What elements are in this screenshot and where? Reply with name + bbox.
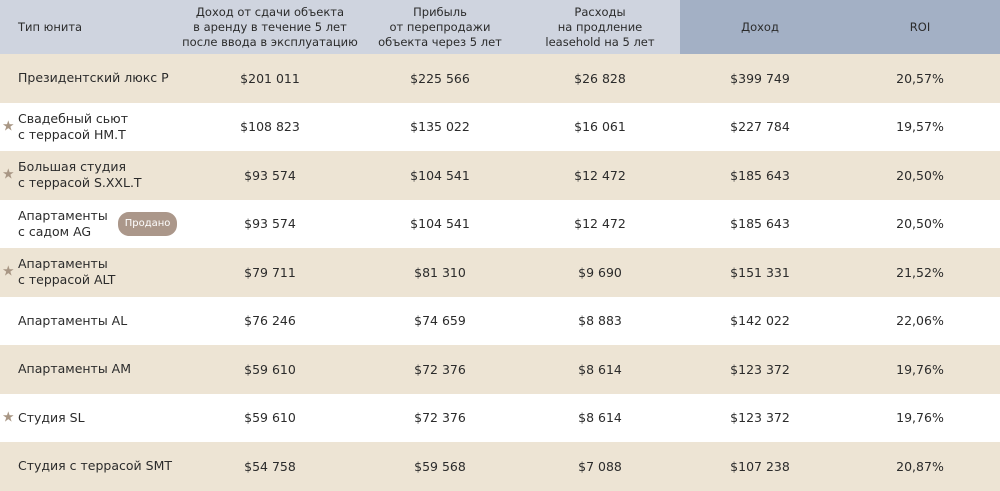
income-cell: $399 749 (730, 70, 790, 86)
unit-name: Апартаменты с садом AG (18, 207, 108, 239)
leasehold-cost-cell: $8 614 (578, 410, 622, 426)
rent-income-cell: $59 610 (244, 361, 296, 377)
table-row: Апартаменты с садом AG Продано $93 574 $104… (0, 199, 1000, 249)
rent-income-cell: $79 711 (244, 264, 296, 280)
unit-type-cell: ★ Апартаменты с террасой ALT (0, 248, 180, 297)
leasehold-cost-cell: $7 088 (578, 458, 622, 474)
leasehold-cost-cell: $9 690 (578, 264, 622, 280)
table-row: ★ Студия SL $59 610 $72 376 $8 614 $123 372 19… (0, 393, 1000, 443)
unit-type-cell: Президентский люкс P (0, 54, 180, 103)
unit-name: Студия с террасой SMT (18, 458, 172, 474)
leasehold-cost-cell: $8 883 (578, 313, 622, 329)
roi-cell: 20,57% (896, 70, 944, 86)
header-leasehold-cost: Расходы на продление leasehold на 5 лет (545, 4, 655, 49)
income-cell: $123 372 (730, 361, 790, 377)
leasehold-cost-cell: $12 472 (574, 216, 626, 232)
table-row: Президентский люкс P $201 011 $225 566 $26 … (0, 54, 1000, 103)
unit-name: Большая студия с террасой S.XXL.T (18, 159, 142, 191)
rent-income-cell: $93 574 (244, 167, 296, 183)
income-cell: $142 022 (730, 313, 790, 329)
header-unit-type: Тип юнита (18, 19, 83, 34)
roi-cell: 20,50% (896, 167, 944, 183)
unit-type-cell: ★ Студия SL (0, 394, 180, 443)
header-income: Доход (680, 0, 840, 54)
unit-name: Апартаменты AM (18, 361, 132, 377)
header-rent-income: Доход от сдачи объекта в аренду в течени… (182, 4, 358, 49)
leasehold-cost-cell: $12 472 (574, 167, 626, 183)
income-cell: $151 331 (730, 264, 790, 280)
leasehold-cost-cell: $26 828 (574, 70, 626, 86)
unit-type-cell: ★ Большая студия с террасой S.XXL.T (0, 151, 180, 200)
star-icon: ★ (2, 118, 15, 135)
rent-income-cell: $201 011 (240, 70, 300, 86)
unit-type-cell: Апартаменты AM (0, 345, 180, 394)
resale-profit-cell: $72 376 (414, 361, 466, 377)
star-icon: ★ (2, 263, 15, 280)
star-icon: ★ (2, 166, 15, 183)
header-roi: ROI (840, 0, 1000, 54)
resale-profit-cell: $59 568 (414, 458, 466, 474)
roi-cell: 19,76% (896, 361, 944, 377)
star-icon: ★ (2, 409, 15, 426)
leasehold-cost-cell: $8 614 (578, 361, 622, 377)
rent-income-cell: $108 823 (240, 119, 300, 135)
roi-cell: 20,87% (896, 458, 944, 474)
table-row: ★ Большая студия с террасой S.XXL.T $93 57… (0, 151, 1000, 200)
unit-type-cell: Студия с террасой SMT (0, 442, 180, 491)
income-cell: $107 238 (730, 458, 790, 474)
unit-name: Президентский люкс P (18, 70, 169, 86)
roi-cell: 21,52% (896, 264, 944, 280)
roi-cell: 22,06% (896, 313, 944, 329)
table-row: ★ Свадебный сьют с террасой HM.T $108 823 $… (0, 102, 1000, 152)
header-resale-profit: Прибыль от перепродажи объекта через 5 л… (378, 4, 502, 49)
resale-profit-cell: $104 541 (410, 216, 470, 232)
table-body: Президентский люкс P $201 011 $225 566 $26 … (0, 54, 1000, 491)
roi-cell: 19,57% (896, 119, 944, 135)
table-row: Студия с террасой SMT $54 758 $59 568 $7 08… (0, 442, 1000, 491)
resale-profit-cell: $104 541 (410, 167, 470, 183)
unit-name: Свадебный сьют с террасой HM.T (18, 110, 128, 142)
rent-income-cell: $54 758 (244, 458, 296, 474)
table-row: Апартаменты AL $76 246 $74 659 $8 883 $142 0… (0, 296, 1000, 346)
rent-income-cell: $93 574 (244, 216, 296, 232)
sold-badge: Продано (117, 211, 178, 236)
roi-cell: 20,50% (896, 216, 944, 232)
unit-type-cell: Апартаменты AL (0, 297, 180, 346)
unit-name: Студия SL (18, 409, 85, 425)
leasehold-cost-cell: $16 061 (574, 119, 626, 135)
table-header: Тип юнита Доход от сдачи объекта в аренд… (0, 0, 1000, 54)
rent-income-cell: $59 610 (244, 410, 296, 426)
resale-profit-cell: $74 659 (414, 313, 466, 329)
resale-profit-cell: $81 310 (414, 264, 466, 280)
income-cell: $227 784 (730, 119, 790, 135)
unit-type-cell: Апартаменты с садом AG Продано (0, 200, 180, 249)
rent-income-cell: $76 246 (244, 313, 296, 329)
unit-type-cell: ★ Свадебный сьют с террасой HM.T (0, 103, 180, 152)
income-cell: $185 643 (730, 167, 790, 183)
income-cell: $123 372 (730, 410, 790, 426)
unit-name: Апартаменты с террасой ALT (18, 256, 116, 288)
resale-profit-cell: $225 566 (410, 70, 470, 86)
resale-profit-cell: $135 022 (410, 119, 470, 135)
table-row: ★ Апартаменты с террасой ALT $79 711 $81 31… (0, 248, 1000, 297)
table-row: Апартаменты AM $59 610 $72 376 $8 614 $123 3… (0, 345, 1000, 394)
roi-cell: 19,76% (896, 410, 944, 426)
income-cell: $185 643 (730, 216, 790, 232)
unit-name: Апартаменты AL (18, 312, 128, 328)
resale-profit-cell: $72 376 (414, 410, 466, 426)
